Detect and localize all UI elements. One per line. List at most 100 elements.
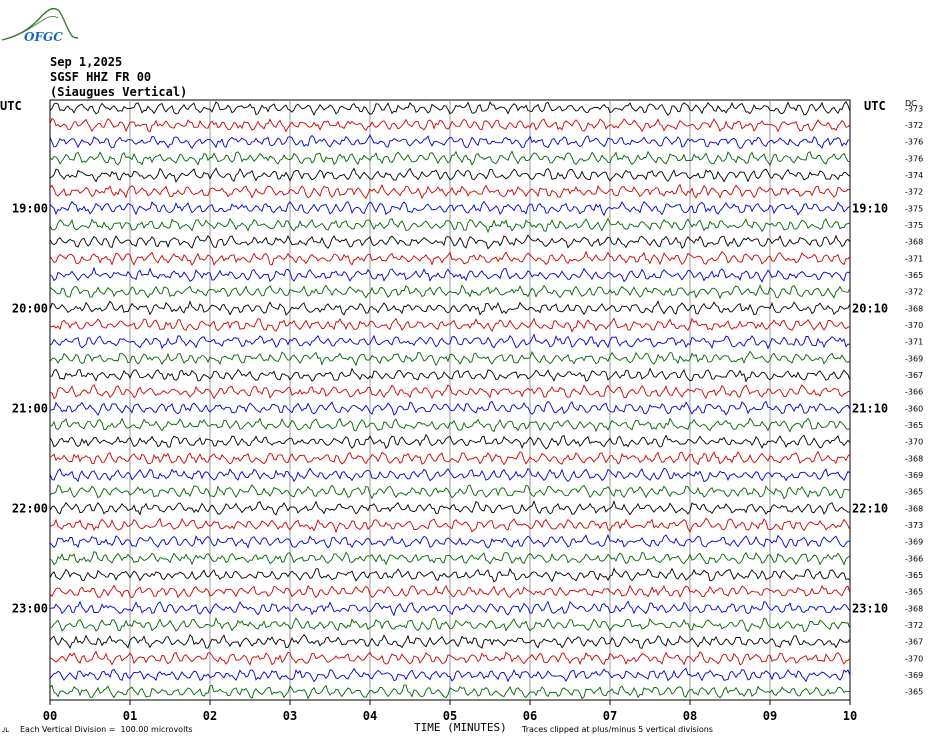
left-hour-label: 23:00 [12, 601, 48, 615]
seismic-trace [49, 250, 851, 266]
grid [49, 99, 851, 705]
dc-offset-label: -372 [905, 288, 923, 297]
seismic-trace [49, 383, 851, 400]
seismic-trace [49, 400, 851, 417]
dc-offset-label: -371 [905, 338, 923, 347]
seismic-trace [49, 600, 851, 617]
dc-offset-label: -371 [905, 254, 923, 263]
x-tick-label: 08 [683, 709, 697, 723]
dc-offset-label: -372 [905, 188, 923, 197]
right-hour-label: 23:10 [852, 601, 888, 615]
dc-offset-label: -369 [905, 471, 923, 480]
seismic-trace [49, 117, 851, 133]
x-tick-label: 00 [43, 709, 57, 723]
dc-offset-label: -374 [905, 171, 923, 180]
seismic-trace [49, 350, 851, 367]
seismic-trace [49, 333, 851, 350]
seismic-trace [49, 551, 851, 566]
seismic-trace [49, 266, 851, 283]
left-hour-label: 22:00 [12, 501, 48, 515]
seismic-trace [49, 183, 851, 200]
x-tick-label: 02 [203, 709, 217, 723]
dc-offset-label: -369 [905, 671, 923, 680]
left-hour-label: 19:00 [12, 201, 48, 215]
seismic-trace [49, 284, 851, 300]
dc-offset-label: -376 [905, 154, 923, 163]
dc-offset-label: -368 [905, 238, 923, 247]
seismic-trace [49, 367, 851, 383]
seismic-trace [49, 533, 851, 549]
x-tick-label: 10 [843, 709, 857, 723]
dc-offset-label: -365 [905, 571, 923, 580]
x-tick-label: 05 [443, 709, 457, 723]
seismic-trace [49, 150, 851, 166]
logo-mountain-curve [1, 7, 79, 41]
dc-offset-label: -375 [905, 204, 923, 213]
seismic-trace [49, 234, 851, 250]
footnote-marker: ᴊʟ [2, 725, 10, 734]
seismic-trace [49, 634, 851, 649]
seismic-trace [49, 467, 851, 483]
dc-offset-label: -365 [905, 488, 923, 497]
left-axis-title: UTC [0, 99, 22, 113]
ofgc-logo: OFGC [1, 7, 79, 44]
x-tick-label: 03 [283, 709, 297, 723]
seismic-trace [49, 134, 850, 149]
dc-offset-label: -368 [905, 304, 923, 313]
right-hour-label: 21:10 [852, 401, 888, 415]
dc-offset-label: -375 [905, 221, 923, 230]
x-tick-label: 09 [763, 709, 777, 723]
dc-offset-label: -365 [905, 421, 923, 430]
x-tick-label: 04 [363, 709, 377, 723]
dc-offset-label: -370 [905, 438, 923, 447]
seismic-trace [49, 584, 851, 599]
dc-offset-label: -365 [905, 588, 923, 597]
dc-offset-label: -365 [905, 271, 923, 280]
dc-offset-label: -370 [905, 654, 923, 663]
dc-offset-label: -372 [905, 621, 923, 630]
logo-text: OFGC [24, 30, 63, 44]
dc-offset-label: -369 [905, 538, 923, 547]
seismic-trace [49, 667, 851, 683]
logo-inner-curve [9, 15, 59, 39]
chart-station: SGSF HHZ FR 00 [50, 70, 152, 84]
left-hour-label: 20:00 [12, 301, 48, 315]
traces [49, 100, 851, 700]
right-hour-label: 19:10 [852, 201, 888, 215]
dc-offset-label: -373 [905, 521, 923, 530]
seismic-trace [49, 167, 851, 183]
left-hour-label: 21:00 [12, 401, 48, 415]
dc-offset-label: -370 [905, 321, 923, 330]
seismic-trace [49, 500, 851, 516]
dc-offset-label: -367 [905, 638, 923, 647]
seismic-trace [49, 300, 851, 316]
seismic-trace [49, 100, 851, 117]
dc-offset-label: -376 [905, 138, 923, 147]
dc-offset-label: -368 [905, 604, 923, 613]
dc-offset-label: -368 [905, 504, 923, 513]
dc-column-title: DC [905, 99, 917, 108]
seismic-trace [49, 616, 851, 633]
seismic-trace [49, 483, 851, 500]
dc-offset-label: -369 [905, 354, 923, 363]
dc-offset-label: -372 [905, 121, 923, 130]
seismic-trace [49, 567, 851, 583]
chart-date: Sep 1,2025 [50, 55, 123, 69]
chart-location: (Siaugues Vertical) [50, 85, 188, 99]
dc-offset-label: -360 [905, 404, 923, 413]
dc-offset-label: -367 [905, 371, 923, 380]
dc-offset-label: -366 [905, 554, 923, 563]
footnote-vertical-division: Each Vertical Division = 100.00 microvol… [20, 725, 193, 734]
footnote-clipping: Traces clipped at plus/minus 5 vertical … [522, 725, 713, 734]
x-axis-title: TIME (MINUTES) [414, 721, 507, 734]
seismic-trace [49, 217, 851, 234]
x-tick-label: 06 [523, 709, 537, 723]
seismic-trace [49, 317, 851, 333]
seismic-trace [50, 417, 851, 433]
dc-offset-label: -366 [905, 388, 923, 397]
right-hour-label: 22:10 [852, 501, 888, 515]
dc-offset-label: -368 [905, 454, 923, 463]
seismic-trace [49, 517, 851, 534]
seismic-trace [49, 450, 851, 466]
